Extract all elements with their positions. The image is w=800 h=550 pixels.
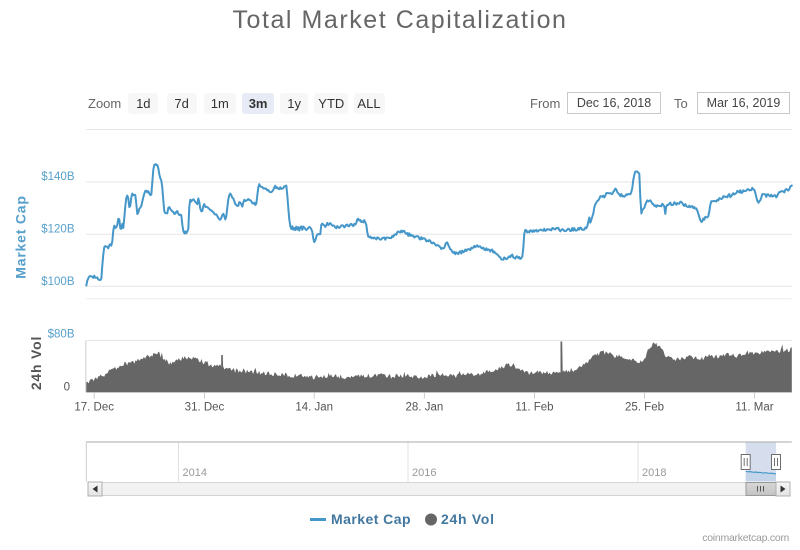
svg-text:24h Vol: 24h Vol [441, 511, 495, 527]
svg-text:2018: 2018 [642, 467, 666, 479]
svg-text:$140B: $140B [41, 171, 75, 183]
svg-text:25. Feb: 25. Feb [625, 402, 664, 414]
svg-text:Market Cap: Market Cap [13, 195, 29, 278]
svg-text:2014: 2014 [183, 467, 207, 479]
svg-text:0: 0 [64, 382, 70, 394]
svg-text:$80B: $80B [48, 328, 75, 340]
svg-text:17. Dec: 17. Dec [74, 402, 114, 414]
svg-text:24h Vol: 24h Vol [28, 336, 44, 390]
svg-text:11. Mar: 11. Mar [735, 402, 773, 414]
svg-text:$100B: $100B [41, 276, 75, 288]
svg-text:2016: 2016 [412, 467, 436, 479]
svg-text:coinmarketcap.com: coinmarketcap.com [702, 532, 789, 544]
svg-text:31. Dec: 31. Dec [185, 402, 225, 414]
svg-text:Market Cap: Market Cap [331, 511, 411, 527]
svg-text:28. Jan: 28. Jan [406, 402, 444, 414]
svg-text:$120B: $120B [41, 223, 75, 235]
svg-text:14. Jan: 14. Jan [295, 402, 333, 414]
svg-text:11. Feb: 11. Feb [515, 402, 553, 414]
